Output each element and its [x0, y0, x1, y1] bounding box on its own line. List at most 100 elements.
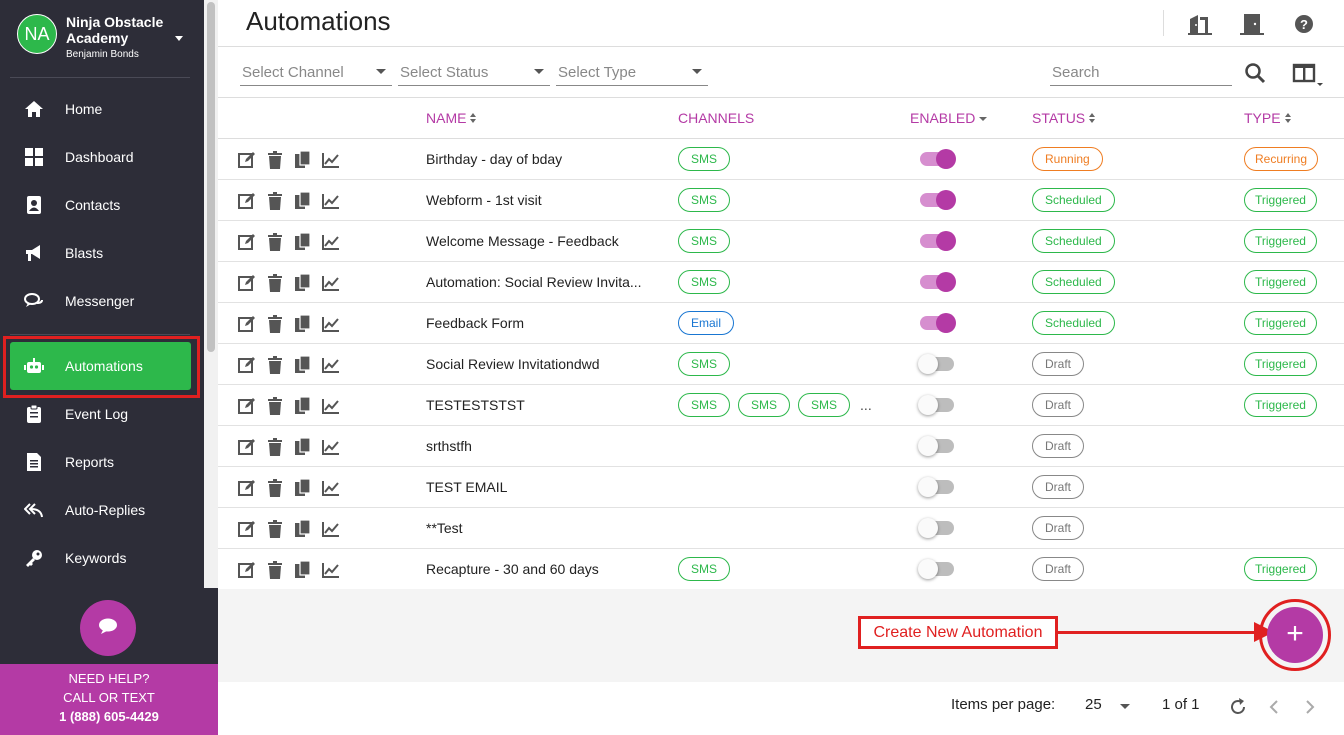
trash-icon[interactable]: [266, 192, 284, 210]
caret-down-icon[interactable]: [1120, 704, 1130, 709]
analytics-chart-icon[interactable]: [322, 438, 340, 456]
copy-icon[interactable]: [294, 520, 312, 538]
edit-icon[interactable]: [238, 561, 256, 579]
copy-icon[interactable]: [294, 233, 312, 251]
sidebar-item-messenger[interactable]: Messenger: [10, 277, 191, 325]
column-header-status[interactable]: STATUS: [1032, 110, 1096, 126]
enabled-toggle[interactable]: [920, 231, 956, 251]
copy-icon[interactable]: [294, 274, 312, 292]
table-row[interactable]: Recapture - 30 and 60 days SMS Draft Tri…: [218, 549, 1344, 590]
select-status-dropdown[interactable]: Select Status: [398, 62, 550, 86]
enabled-toggle[interactable]: [920, 272, 956, 292]
switch-account-icon[interactable]: [1188, 12, 1212, 36]
scrollbar-thumb[interactable]: [207, 2, 215, 352]
sidebar-item-keywords[interactable]: Keywords: [10, 534, 191, 582]
sidebar-item-event-log[interactable]: Event Log: [10, 390, 191, 438]
table-row[interactable]: Automation: Social Review Invita... SMS …: [218, 262, 1344, 303]
trash-icon[interactable]: [266, 397, 284, 415]
column-header-enabled[interactable]: ENABLED: [910, 110, 988, 126]
search-icon[interactable]: [1244, 62, 1268, 86]
automation-name[interactable]: Social Review Invitationdwd: [426, 356, 600, 372]
help-phone[interactable]: 1 (888) 605-4429: [59, 709, 159, 724]
table-row[interactable]: Webform - 1st visit SMS Scheduled Trigge…: [218, 180, 1344, 221]
table-row[interactable]: TEST EMAIL Draft: [218, 467, 1344, 508]
trash-icon[interactable]: [266, 315, 284, 333]
table-row[interactable]: Social Review Invitationdwd SMS Draft Tr…: [218, 344, 1344, 385]
edit-icon[interactable]: [238, 274, 256, 292]
enabled-toggle[interactable]: [918, 477, 954, 497]
analytics-chart-icon[interactable]: [322, 520, 340, 538]
table-row[interactable]: Welcome Message - Feedback SMS Scheduled…: [218, 221, 1344, 262]
caret-down-icon[interactable]: [175, 36, 183, 41]
table-row[interactable]: **Test Draft: [218, 508, 1344, 549]
copy-icon[interactable]: [294, 192, 312, 210]
automation-name[interactable]: Birthday - day of bday: [426, 151, 563, 167]
automation-name[interactable]: **Test: [426, 520, 463, 536]
table-row[interactable]: Birthday - day of bday SMS Running Recur…: [218, 139, 1344, 180]
edit-icon[interactable]: [238, 356, 256, 374]
sidebar-item-reports[interactable]: Reports: [10, 438, 191, 486]
copy-icon[interactable]: [294, 479, 312, 497]
edit-icon[interactable]: [238, 520, 256, 538]
analytics-chart-icon[interactable]: [322, 233, 340, 251]
enabled-toggle[interactable]: [918, 559, 954, 579]
analytics-chart-icon[interactable]: [322, 315, 340, 333]
edit-icon[interactable]: [238, 397, 256, 415]
help-icon[interactable]: ?: [1292, 12, 1316, 36]
table-row[interactable]: srthstfh Draft: [218, 426, 1344, 467]
enabled-toggle[interactable]: [918, 354, 954, 374]
sidebar-item-automations[interactable]: Automations: [10, 342, 191, 390]
automation-name[interactable]: TESTESTSTST: [426, 397, 525, 413]
trash-icon[interactable]: [266, 561, 284, 579]
account-switcher[interactable]: NA Ninja Obstacle Academy Benjamin Bonds: [0, 0, 204, 78]
edit-icon[interactable]: [238, 151, 256, 169]
copy-icon[interactable]: [294, 561, 312, 579]
automation-name[interactable]: Webform - 1st visit: [426, 192, 542, 208]
edit-icon[interactable]: [238, 315, 256, 333]
select-channel-dropdown[interactable]: Select Channel: [240, 62, 392, 86]
automation-name[interactable]: srthstfh: [426, 438, 472, 454]
columns-toggle-icon[interactable]: [1292, 62, 1326, 88]
trash-icon[interactable]: [266, 151, 284, 169]
analytics-chart-icon[interactable]: [322, 397, 340, 415]
analytics-chart-icon[interactable]: [322, 479, 340, 497]
automation-name[interactable]: Recapture - 30 and 60 days: [426, 561, 599, 577]
items-per-page-select[interactable]: 25: [1085, 696, 1102, 713]
sidebar-item-auto-replies[interactable]: Auto-Replies: [10, 486, 191, 534]
trash-icon[interactable]: [266, 356, 284, 374]
trash-icon[interactable]: [266, 274, 284, 292]
copy-icon[interactable]: [294, 151, 312, 169]
enabled-toggle[interactable]: [918, 518, 954, 538]
analytics-chart-icon[interactable]: [322, 561, 340, 579]
sidebar-item-home[interactable]: Home: [10, 85, 191, 133]
copy-icon[interactable]: [294, 315, 312, 333]
chat-button[interactable]: [80, 600, 136, 656]
automation-name[interactable]: TEST EMAIL: [426, 479, 508, 495]
sidebar-item-dashboard[interactable]: Dashboard: [10, 133, 191, 181]
table-row[interactable]: Feedback Form Email Scheduled Triggered: [218, 303, 1344, 344]
trash-icon[interactable]: [266, 479, 284, 497]
automation-name[interactable]: Automation: Social Review Invita...: [426, 274, 642, 290]
next-page-icon[interactable]: [1299, 696, 1321, 718]
enabled-toggle[interactable]: [918, 395, 954, 415]
logout-door-icon[interactable]: [1240, 12, 1264, 36]
refresh-icon[interactable]: [1227, 696, 1249, 718]
enabled-toggle[interactable]: [920, 190, 956, 210]
edit-icon[interactable]: [238, 479, 256, 497]
automation-name[interactable]: Welcome Message - Feedback: [426, 233, 619, 249]
sidebar-scrollbar[interactable]: [204, 0, 218, 588]
enabled-toggle[interactable]: [918, 436, 954, 456]
trash-icon[interactable]: [266, 520, 284, 538]
trash-icon[interactable]: [266, 233, 284, 251]
column-header-type[interactable]: TYPE: [1244, 110, 1292, 126]
copy-icon[interactable]: [294, 397, 312, 415]
sidebar-item-contacts[interactable]: Contacts: [10, 181, 191, 229]
edit-icon[interactable]: [238, 192, 256, 210]
analytics-chart-icon[interactable]: [322, 151, 340, 169]
enabled-toggle[interactable]: [920, 149, 956, 169]
enabled-toggle[interactable]: [920, 313, 956, 333]
search-input[interactable]: Search: [1050, 62, 1232, 86]
table-row[interactable]: TESTESTSTST SMS SMS SMS... Draft Triggered: [218, 385, 1344, 426]
prev-page-icon[interactable]: [1263, 696, 1285, 718]
analytics-chart-icon[interactable]: [322, 192, 340, 210]
